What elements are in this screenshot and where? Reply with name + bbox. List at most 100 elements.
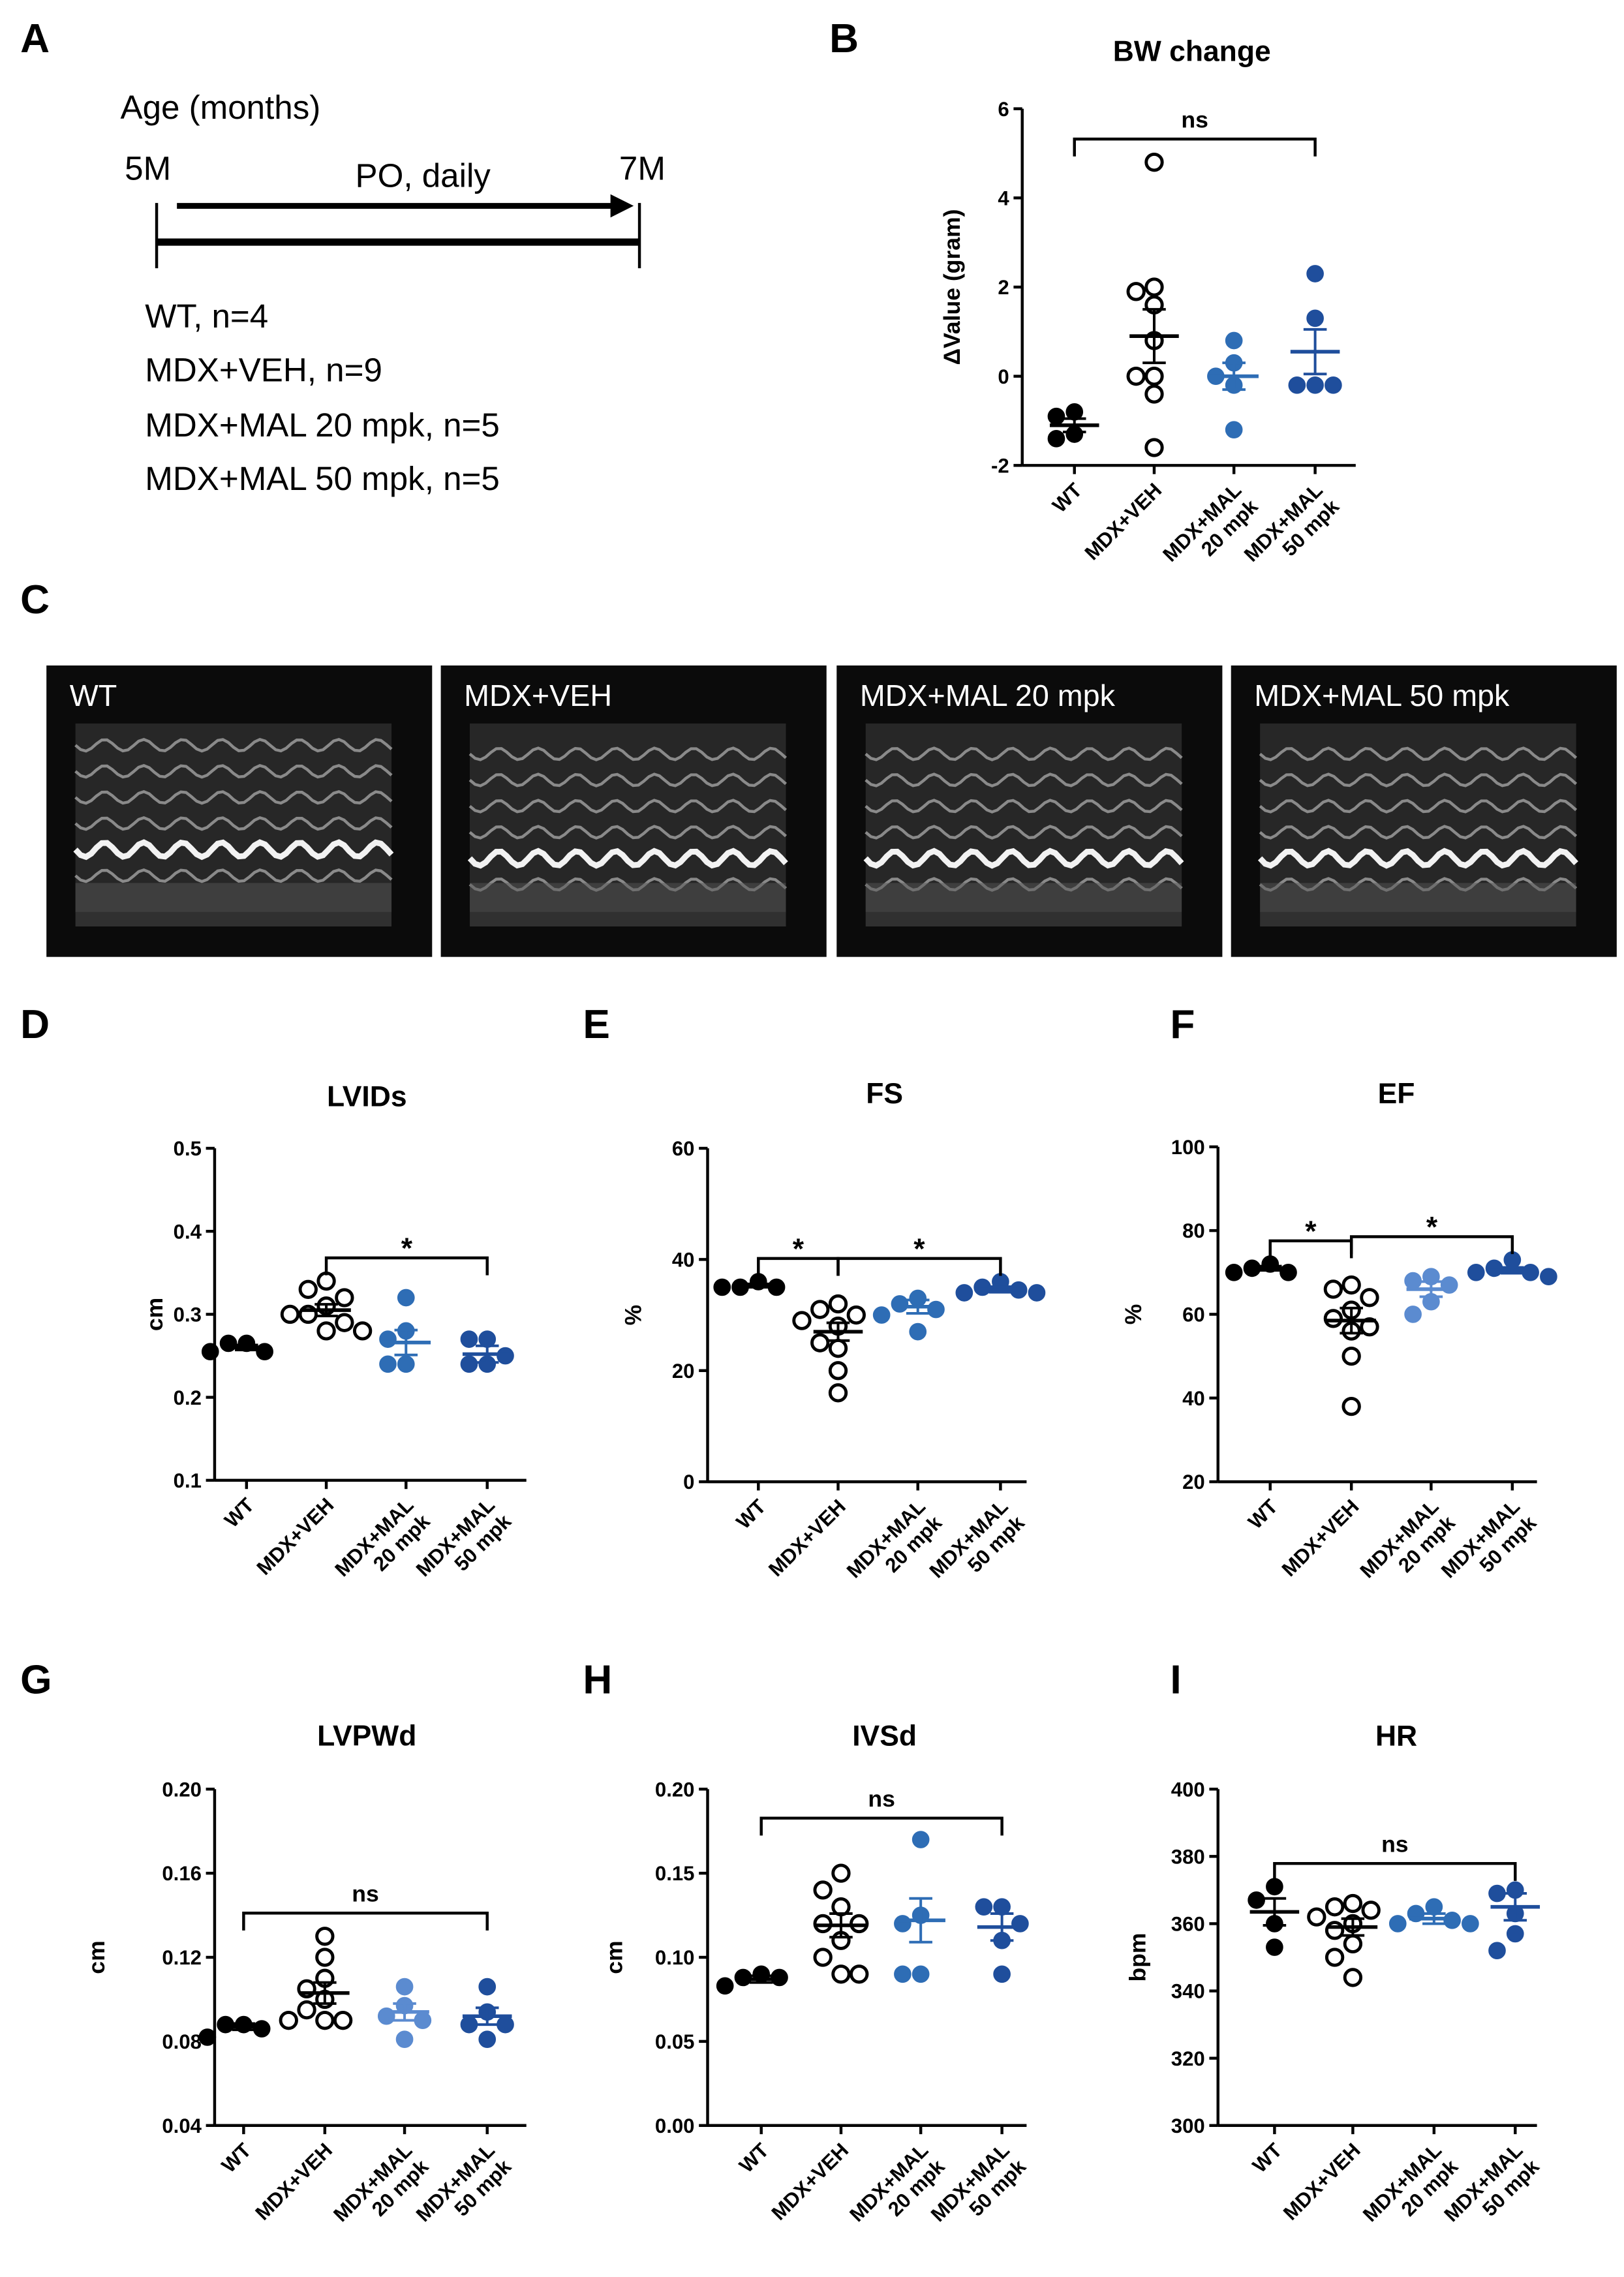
y-tick-label: 0.4 bbox=[174, 1220, 202, 1243]
sem-bar bbox=[232, 2022, 256, 2032]
data-point bbox=[198, 2028, 217, 2046]
x-tick-label: MDX+MAL50 mpk bbox=[412, 1493, 516, 1598]
y-tick-label: 100 bbox=[1171, 1136, 1205, 1159]
data-point bbox=[792, 1311, 812, 1330]
x-tick-label: MDX+MAL50 mpk bbox=[1240, 478, 1344, 583]
sem-bar bbox=[1222, 361, 1246, 391]
data-point bbox=[813, 1948, 833, 1967]
data-point bbox=[1522, 1263, 1539, 1281]
data-point bbox=[828, 1294, 848, 1314]
data-point bbox=[1361, 1901, 1381, 1920]
y-tick-label: 380 bbox=[1171, 1845, 1205, 1868]
significance-bracket bbox=[759, 1816, 1004, 1836]
significance-label: * bbox=[913, 1233, 925, 1265]
echo-trace bbox=[1257, 848, 1578, 869]
echo-label: MDX+MAL 50 mpk bbox=[1254, 679, 1510, 712]
x-tick-label: MDX+MAL20 mpk bbox=[1158, 478, 1263, 583]
sem-bar bbox=[829, 1912, 853, 1939]
data-point bbox=[1225, 421, 1243, 438]
data-point bbox=[831, 1863, 851, 1883]
echo-trace bbox=[468, 825, 787, 840]
y-tick-label: 80 bbox=[1182, 1219, 1205, 1242]
data-point bbox=[1323, 1309, 1343, 1328]
sem-bar bbox=[1263, 1897, 1287, 1927]
sem-bar bbox=[394, 1328, 418, 1356]
data-point bbox=[909, 1322, 927, 1341]
data-point bbox=[713, 1278, 731, 1296]
y-tick-label: 0.15 bbox=[655, 1862, 695, 1885]
panel-label: H bbox=[583, 1658, 612, 1703]
data-point bbox=[1488, 1884, 1506, 1903]
group-line: MDX+MAL 50 mpk, n=5 bbox=[145, 460, 500, 497]
chart-title: BW change bbox=[1113, 35, 1271, 67]
data-point bbox=[1325, 1948, 1345, 1967]
data-point bbox=[1225, 1263, 1243, 1281]
x-tick-label: MDX+MAL20 mpk bbox=[1358, 2138, 1463, 2242]
echo-trace bbox=[1259, 746, 1578, 761]
data-point bbox=[975, 1898, 993, 1916]
y-tick-label: 0.08 bbox=[162, 2030, 202, 2053]
significance-label: * bbox=[793, 1233, 804, 1265]
significance-label: ns bbox=[868, 1786, 895, 1812]
echo-trace bbox=[863, 848, 1184, 869]
group-line: MDX+VEH, n=9 bbox=[145, 351, 382, 388]
y-tick-label: 20 bbox=[1182, 1471, 1205, 1493]
y-tick-label: 0.00 bbox=[655, 2115, 695, 2137]
echo-label: MDX+MAL 20 mpk bbox=[860, 679, 1116, 712]
sem-bar bbox=[746, 1282, 771, 1289]
y-tick-label: 0 bbox=[998, 365, 1009, 388]
y-tick-label: 300 bbox=[1171, 2115, 1205, 2137]
significance-label: * bbox=[401, 1232, 413, 1264]
echo-label: MDX+VEH bbox=[464, 679, 612, 712]
data-point bbox=[395, 2030, 414, 2049]
sem-bar bbox=[1501, 1266, 1524, 1275]
data-point bbox=[1011, 1915, 1029, 1933]
data-point bbox=[1488, 1942, 1506, 1960]
data-point bbox=[1341, 1396, 1361, 1416]
data-point bbox=[1126, 367, 1146, 386]
y-tick-label: 0.05 bbox=[655, 2030, 695, 2053]
echo-trace bbox=[1259, 799, 1578, 814]
y-tick-label: 0.3 bbox=[174, 1304, 202, 1326]
y-tick-label: 40 bbox=[1182, 1387, 1205, 1410]
data-point bbox=[1404, 1306, 1422, 1323]
data-point bbox=[397, 1355, 415, 1373]
data-point bbox=[828, 1339, 848, 1358]
data-point bbox=[1343, 1968, 1363, 1987]
echo-trace bbox=[865, 746, 1183, 761]
data-point bbox=[1388, 1915, 1407, 1933]
data-point bbox=[1341, 1275, 1361, 1295]
data-point bbox=[1266, 1878, 1283, 1896]
panel-label: C bbox=[20, 577, 50, 622]
y-tick-label: 0 bbox=[683, 1471, 694, 1493]
data-point bbox=[1462, 1915, 1479, 1933]
significance-label: * bbox=[1426, 1211, 1438, 1243]
echo-trace bbox=[74, 868, 393, 883]
data-point bbox=[460, 2015, 478, 2034]
significance-bracket bbox=[836, 1257, 1002, 1276]
x-tick-label: MDX+MAL50 mpk bbox=[927, 2138, 1031, 2242]
data-point bbox=[315, 1948, 335, 1967]
sem-bar bbox=[475, 2006, 499, 2026]
sem-bar bbox=[909, 1897, 932, 1944]
echo-speckle bbox=[865, 883, 1182, 926]
panel-label: E bbox=[583, 1002, 609, 1047]
sem-bar bbox=[1419, 1280, 1443, 1298]
x-tick-label: MDX+MAL20 mpk bbox=[1356, 1495, 1460, 1599]
sem-bar bbox=[475, 1344, 499, 1364]
data-point bbox=[478, 1978, 497, 1996]
data-point bbox=[460, 1355, 478, 1373]
x-tick-label: WT bbox=[735, 2139, 773, 2177]
sem-bar bbox=[393, 2002, 416, 2022]
data-point bbox=[1144, 438, 1164, 457]
sem-bar bbox=[235, 1343, 258, 1352]
echo-trace bbox=[468, 746, 787, 761]
start-label: 5M bbox=[125, 150, 171, 187]
sem-bar bbox=[1258, 1264, 1282, 1272]
sem-bar bbox=[1340, 1306, 1363, 1335]
data-point bbox=[315, 1927, 335, 1946]
chart-title: IVSd bbox=[852, 1720, 917, 1752]
x-tick-label: MDX+MAL50 mpk bbox=[925, 1495, 1030, 1599]
x-tick-label: MDX+VEH bbox=[1278, 1495, 1364, 1581]
